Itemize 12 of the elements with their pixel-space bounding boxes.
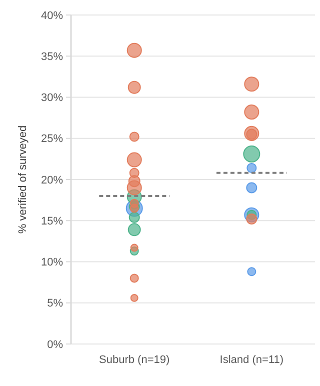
y-tick-label: 15%: [40, 215, 64, 228]
y-tick-label: 30%: [40, 92, 64, 104]
y-tick-label: 20%: [40, 174, 64, 186]
y-tick-label: 5%: [47, 298, 64, 310]
y-tick-label: 40%: [40, 10, 64, 22]
y-tick-label: 35%: [40, 50, 64, 63]
x-tick-label: Suburb (n=19): [99, 354, 170, 366]
y-axis-title: % verified of surveyed: [17, 125, 29, 234]
y-tick-label: 25%: [40, 133, 64, 146]
y-tick-label: 10%: [40, 256, 64, 269]
y-tick-label: 0%: [47, 338, 64, 351]
x-tick-label: Island (n=11): [220, 354, 284, 366]
